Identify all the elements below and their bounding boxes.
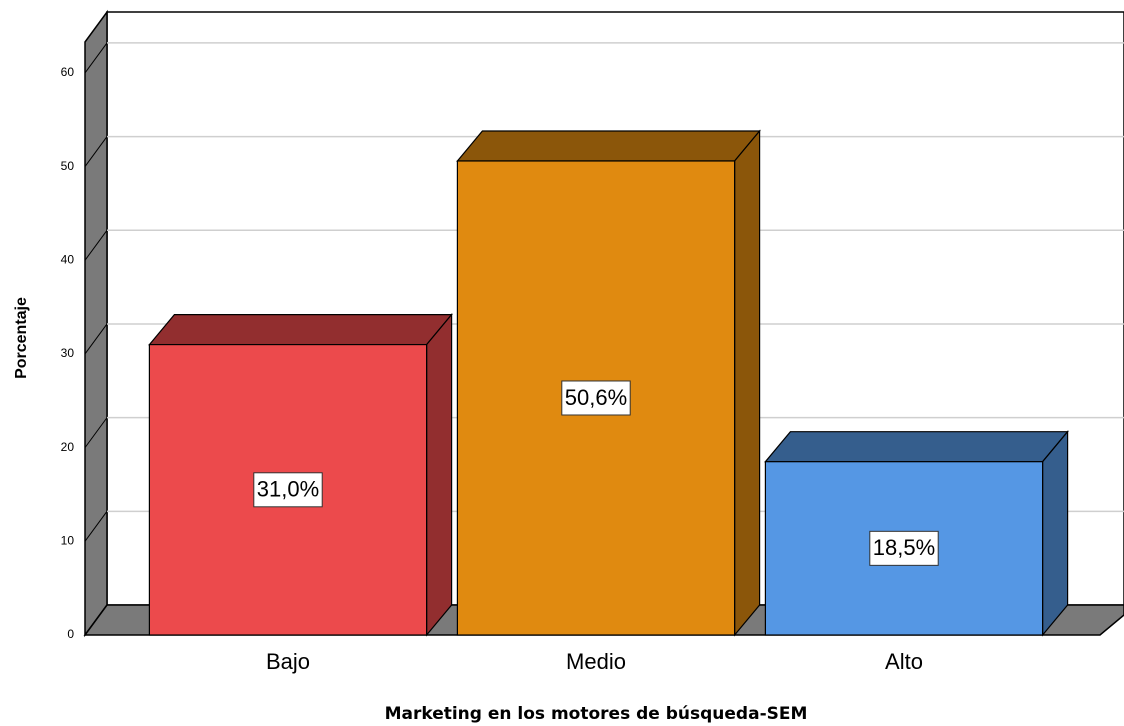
value-label-box bbox=[869, 530, 939, 566]
bar-top bbox=[148, 313, 453, 346]
y-tick-label: 30 bbox=[61, 346, 75, 360]
tick-mark bbox=[84, 42, 108, 74]
value-label: 50,6% bbox=[565, 385, 627, 410]
bar-side bbox=[426, 312, 453, 637]
bar-side bbox=[1041, 430, 1069, 637]
left-wall bbox=[84, 9, 108, 638]
value-label-box bbox=[561, 380, 631, 416]
y-tick-label: 40 bbox=[61, 252, 75, 266]
value-label-box bbox=[253, 472, 323, 508]
y-tick-label: 10 bbox=[61, 533, 75, 547]
y-axis-label: Porcentaje bbox=[13, 297, 30, 379]
tick-mark bbox=[84, 604, 108, 636]
tick-mark bbox=[84, 136, 108, 167]
tick-mark bbox=[84, 511, 108, 542]
value-label: 31,0% bbox=[257, 477, 319, 502]
x-tick-label: Alto bbox=[885, 649, 923, 674]
y-tick-label: 20 bbox=[61, 440, 75, 454]
y-tick-label: 0 bbox=[67, 627, 74, 641]
y-tick-label: 60 bbox=[61, 65, 75, 79]
x-axis-label: Marketing en los motores de búsqueda-SEM bbox=[385, 704, 808, 724]
x-tick-label: Medio bbox=[566, 649, 626, 674]
y-tick-label: 50 bbox=[61, 159, 75, 173]
bar-side bbox=[733, 129, 761, 637]
value-label: 18,5% bbox=[873, 535, 935, 560]
bar-top bbox=[764, 431, 1069, 463]
bar-top bbox=[456, 130, 761, 162]
tick-mark bbox=[84, 323, 108, 355]
tick-mark bbox=[84, 229, 108, 261]
tick-mark bbox=[84, 417, 108, 448]
x-tick-label: Bajo bbox=[266, 649, 310, 674]
